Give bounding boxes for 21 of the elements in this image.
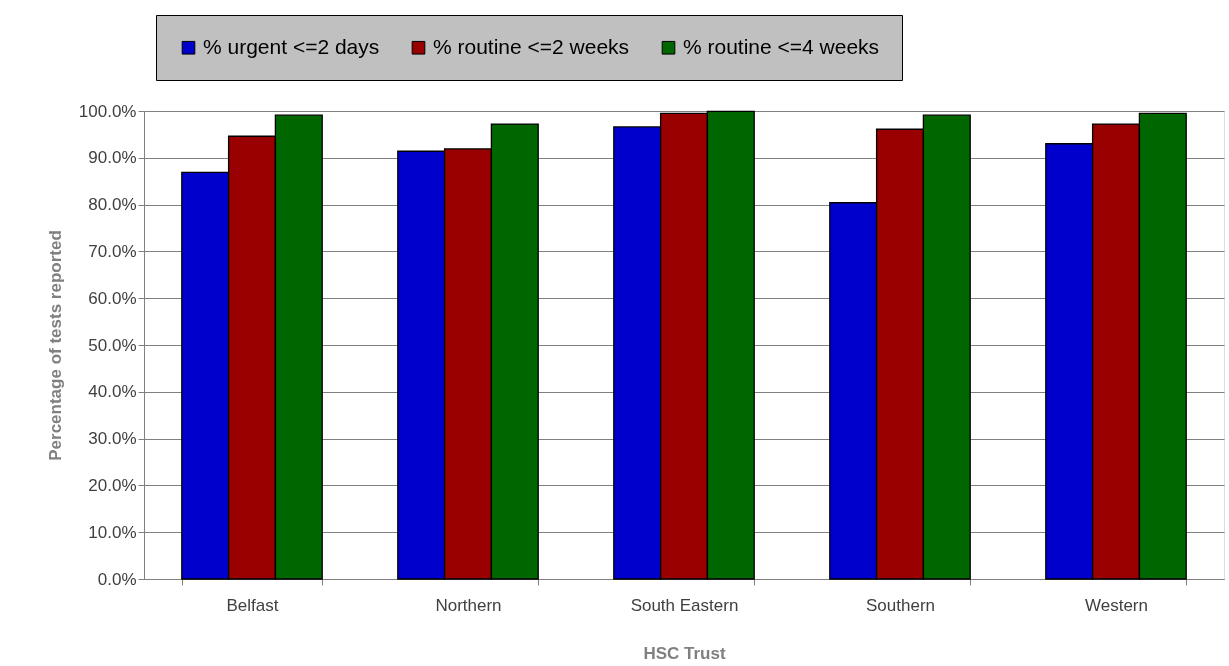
y-tick-label: 100.0% xyxy=(78,101,137,121)
legend-label: % routine <=4 weeks xyxy=(683,34,880,58)
y-tick-label: 70.0% xyxy=(88,241,137,261)
y-tick-label: 0.0% xyxy=(97,569,137,589)
x-axis-title: HSC Trust xyxy=(643,643,726,663)
y-tick-label: 20.0% xyxy=(88,475,137,495)
y-tick-label: 60.0% xyxy=(88,288,137,308)
x-tick-label: Western xyxy=(1085,595,1148,615)
y-tick-label: 30.0% xyxy=(88,429,137,449)
y-tick-label: 80.0% xyxy=(88,195,137,215)
x-tick-label: Southern xyxy=(866,595,935,615)
legend-label: % urgent <=2 days xyxy=(203,34,380,58)
x-tick-label: Northern xyxy=(435,595,502,615)
legend-label: % routine <=2 weeks xyxy=(433,34,630,58)
y-tick-label: 10.0% xyxy=(88,522,137,542)
y-tick-label: 40.0% xyxy=(88,382,137,402)
y-tick-label: 50.0% xyxy=(88,335,137,355)
y-tick-label: 90.0% xyxy=(88,148,137,168)
x-tick-label: Belfast xyxy=(226,595,279,615)
y-axis-title: Percentage of tests reported xyxy=(45,230,65,461)
x-tick-label: South Eastern xyxy=(630,595,739,615)
